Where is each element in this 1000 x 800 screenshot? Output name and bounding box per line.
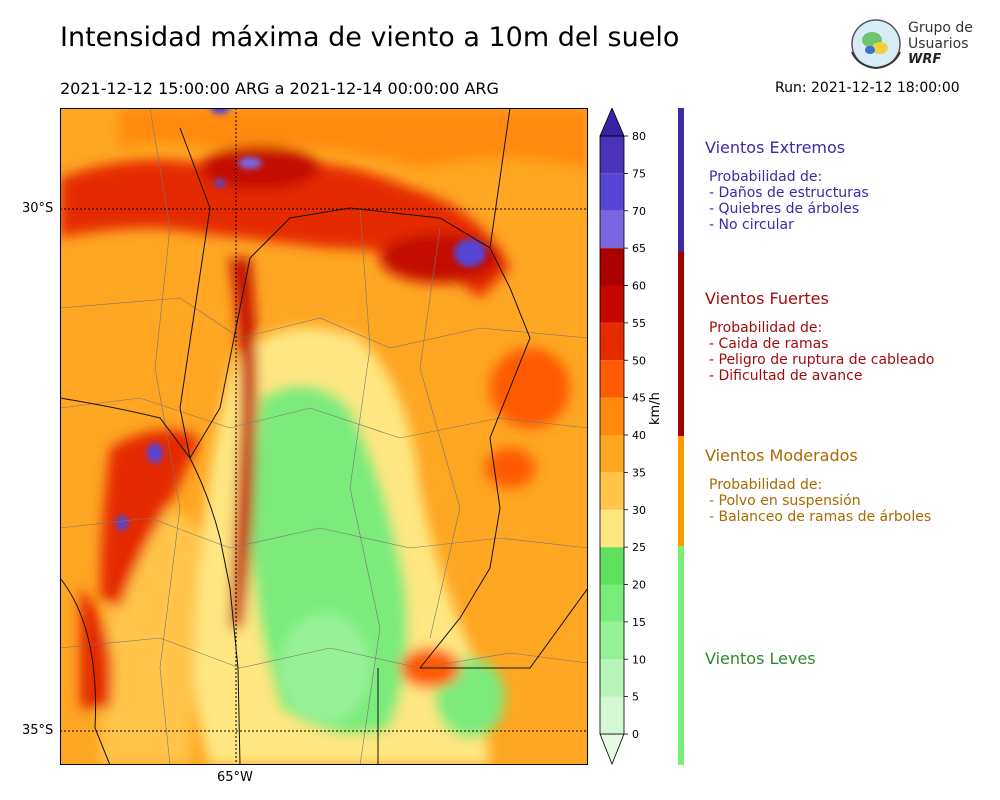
map-frame — [60, 108, 588, 765]
category-title: Vientos Leves — [705, 649, 816, 668]
category-line: Probabilidad de: — [709, 320, 823, 336]
colorbar-tick-label: 35 — [632, 466, 646, 479]
colorbar-tick-label: 5 — [632, 691, 639, 704]
colorbar-tick-label: 20 — [632, 579, 646, 592]
colorbar-segment — [600, 696, 624, 734]
lat-label-30s: 30°S — [22, 201, 54, 216]
colorbar-segment — [600, 397, 624, 435]
department-boundaries — [60, 108, 588, 765]
category-line: - Quiebres de árboles — [709, 201, 860, 217]
colorbar-tick-label: 15 — [632, 616, 646, 629]
colorbar-tick-label: 10 — [632, 653, 646, 666]
category-title: Vientos Moderados — [705, 446, 858, 465]
colorbar-tick-label: 80 — [632, 130, 646, 143]
colorbar-segment — [600, 136, 624, 174]
bar-fuertes — [678, 252, 684, 436]
category-line: - Balanceo de ramas de árboles — [709, 509, 932, 525]
bar-moderados — [678, 436, 684, 546]
bar-extremos — [678, 108, 684, 252]
category-moderados: Vientos Moderados Probabilidad de: - Pol… — [705, 446, 931, 525]
category-fuertes: Vientos Fuertes Probabilidad de: - Caida… — [705, 289, 934, 384]
colorbar-extend-min — [599, 733, 625, 766]
lat-label-35s: 35°S — [22, 723, 54, 738]
colorbar-unit-label: km/h — [648, 392, 663, 425]
graticule — [60, 108, 588, 765]
colorbar-segment — [600, 322, 624, 361]
category-line: - Dificultad de avance — [709, 368, 863, 384]
colorbar-segment — [600, 509, 624, 548]
category-line: - Polvo en suspensión — [709, 493, 861, 509]
lon-label-65w: 65°W — [217, 770, 253, 785]
category-line: Probabilidad de: — [709, 477, 823, 493]
category-line: - Caida de ramas — [709, 336, 829, 352]
colorbar-tick-label: 55 — [632, 317, 646, 330]
logo-line2: Usuarios — [908, 36, 969, 52]
wind-field — [60, 108, 588, 765]
globe-icon — [851, 19, 901, 69]
colorbar-tick-label: 40 — [632, 429, 646, 442]
colorbar-segment — [600, 173, 624, 211]
colorbar-tick-label: 75 — [632, 167, 646, 180]
page-title: Intensidad máxima de viento a 10m del su… — [60, 22, 680, 53]
colorbar-segment — [600, 659, 624, 697]
colorbar-segment — [600, 584, 624, 622]
colorbar-segment — [600, 210, 624, 249]
colorbar-tick-label: 25 — [632, 541, 646, 554]
extreme-cells — [116, 108, 486, 531]
run-time: Run: 2021-12-12 18:00:00 — [775, 80, 960, 96]
category-line: - Daños de estructuras — [709, 185, 869, 201]
colorbar-segment — [600, 621, 624, 660]
colorbar-tick-label: 30 — [632, 504, 646, 517]
colorbar-tick-label: 65 — [632, 242, 646, 255]
category-line: Probabilidad de: — [709, 169, 823, 185]
colorbar-tick-label: 50 — [632, 354, 646, 367]
colorbar-segment — [600, 472, 624, 510]
colorbar-tick-label: 70 — [632, 205, 646, 218]
bar-leves — [678, 546, 684, 765]
forecast-period: 2021-12-12 15:00:00 ARG a 2021-12-14 00:… — [60, 79, 499, 98]
province-boundaries — [60, 108, 588, 765]
wrf-logo: Grupo de Usuarios WRF — [848, 14, 978, 74]
category-title: Vientos Fuertes — [705, 289, 829, 308]
colorbar: 0 5 10 15 20 25 30 35 40 45 50 55 60 65 70 75 80 — [599, 108, 646, 766]
colorbar-segment — [600, 285, 624, 323]
wind-map — [60, 108, 588, 765]
colorbar-segment — [600, 248, 624, 286]
colorbar-segment — [600, 435, 624, 473]
logo-line3: WRF — [908, 52, 942, 67]
colorbar-tick-label: 60 — [632, 280, 646, 293]
category-line: - No circular — [709, 217, 794, 233]
category-line: - Peligro de ruptura de cableado — [709, 352, 935, 368]
colorbar-segment — [600, 547, 624, 585]
colorbar-segment — [600, 360, 624, 398]
colorbar-tick-label: 0 — [632, 728, 639, 741]
colorbar-tick-label: 45 — [632, 392, 646, 405]
category-extremos: Vientos Extremos Probabilidad de: - Daño… — [705, 138, 869, 233]
logo-line1: Grupo de — [908, 20, 973, 36]
category-leves: Vientos Leves — [705, 649, 816, 668]
colorbar-extend-max — [599, 108, 625, 137]
category-title: Vientos Extremos — [705, 138, 846, 157]
